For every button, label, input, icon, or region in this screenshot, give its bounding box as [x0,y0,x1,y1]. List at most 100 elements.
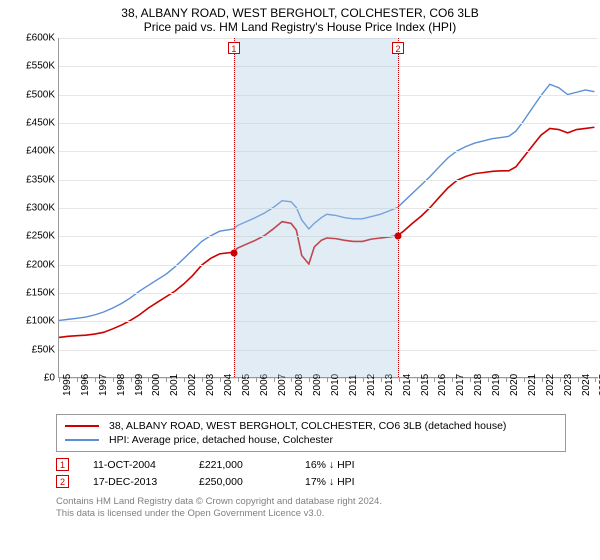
x-tick [417,377,418,382]
legend-swatch [65,439,99,441]
x-tick [95,377,96,382]
legend-swatch [65,425,99,427]
x-tick [148,377,149,382]
x-tick [470,377,471,382]
sale-point [395,233,402,240]
sale-diff: 16% ↓ HPI [305,459,387,471]
sale-date: 17-DEC-2013 [93,476,175,488]
shaded-region [234,38,398,377]
x-tick [506,377,507,382]
chart-title-line1: 38, ALBANY ROAD, WEST BERGHOLT, COLCHEST… [0,0,600,20]
legend-label: HPI: Average price, detached house, Colc… [109,434,333,446]
x-axis-label: 2006 [259,374,270,396]
sale-marker-line [398,38,399,377]
y-axis-label: £100K [7,316,55,327]
x-axis-label: 2018 [473,374,484,396]
x-axis-label: 2001 [169,374,180,396]
x-axis-label: 2023 [563,374,574,396]
x-tick [345,377,346,382]
x-tick [113,377,114,382]
sale-price: £250,000 [199,476,281,488]
x-axis-label: 2005 [241,374,252,396]
plot-region: £0£50K£100K£150K£200K£250K£300K£350K£400… [58,38,598,378]
chart-container: 38, ALBANY ROAD, WEST BERGHOLT, COLCHEST… [0,0,600,560]
x-tick [59,377,60,382]
y-axis-label: £50K [7,344,55,355]
x-tick [542,377,543,382]
chart-area: £0£50K£100K£150K£200K£250K£300K£350K£400… [40,38,600,408]
x-tick [291,377,292,382]
table-row: 1 11-OCT-2004 £221,000 16% ↓ HPI [56,456,566,473]
chart-title-line2: Price paid vs. HM Land Registry's House … [0,20,600,38]
y-axis-label: £300K [7,203,55,214]
x-axis-label: 2003 [205,374,216,396]
x-tick [327,377,328,382]
x-axis-label: 2010 [330,374,341,396]
y-axis-label: £600K [7,33,55,44]
x-tick [202,377,203,382]
x-axis-label: 1995 [62,374,73,396]
x-axis-label: 2016 [437,374,448,396]
x-axis-label: 2008 [294,374,305,396]
legend: 38, ALBANY ROAD, WEST BERGHOLT, COLCHEST… [56,414,566,452]
x-axis-label: 2019 [491,374,502,396]
x-axis-label: 2011 [348,374,359,396]
y-axis-label: £0 [7,373,55,384]
sale-diff: 17% ↓ HPI [305,476,387,488]
y-axis-label: £500K [7,89,55,100]
x-axis-label: 2004 [223,374,234,396]
x-axis-label: 2024 [581,374,592,396]
x-tick [220,377,221,382]
y-axis-label: £200K [7,259,55,270]
x-tick [578,377,579,382]
footer-line: This data is licensed under the Open Gov… [56,508,566,520]
y-axis-label: £250K [7,231,55,242]
x-tick [184,377,185,382]
x-tick [488,377,489,382]
footer-attribution: Contains HM Land Registry data © Crown c… [56,496,566,520]
sale-marker-flag: 1 [228,42,240,54]
footer-line: Contains HM Land Registry data © Crown c… [56,496,566,508]
x-axis-label: 1998 [116,374,127,396]
x-tick [238,377,239,382]
x-axis-label: 1996 [80,374,91,396]
sale-price: £221,000 [199,459,281,471]
x-tick [274,377,275,382]
legend-item: 38, ALBANY ROAD, WEST BERGHOLT, COLCHEST… [65,419,557,433]
x-tick [309,377,310,382]
y-axis-label: £450K [7,118,55,129]
x-axis-label: 2022 [545,374,556,396]
x-axis-label: 1999 [134,374,145,396]
y-axis-label: £400K [7,146,55,157]
x-tick [363,377,364,382]
x-axis-label: 2014 [402,374,413,396]
sale-marker-box: 1 [56,458,69,471]
x-axis-label: 2013 [384,374,395,396]
x-tick [131,377,132,382]
sale-marker-line [234,38,235,377]
x-axis-label: 2021 [527,374,538,396]
x-tick [560,377,561,382]
x-axis-label: 1997 [98,374,109,396]
sale-marker-box: 2 [56,475,69,488]
x-tick [256,377,257,382]
y-axis-label: £350K [7,174,55,185]
table-row: 2 17-DEC-2013 £250,000 17% ↓ HPI [56,473,566,490]
legend-label: 38, ALBANY ROAD, WEST BERGHOLT, COLCHEST… [109,420,506,432]
x-tick [524,377,525,382]
x-tick [452,377,453,382]
x-axis-label: 2015 [420,374,431,396]
x-axis-label: 2009 [312,374,323,396]
x-tick [381,377,382,382]
x-axis-label: 2000 [151,374,162,396]
x-axis-label: 2020 [509,374,520,396]
y-axis-label: £550K [7,61,55,72]
x-axis-label: 2017 [455,374,466,396]
x-axis-label: 2012 [366,374,377,396]
x-axis-label: 2007 [277,374,288,396]
sale-date: 11-OCT-2004 [93,459,175,471]
x-tick [595,377,596,382]
x-tick [434,377,435,382]
x-axis-label: 2002 [187,374,198,396]
y-axis-label: £150K [7,288,55,299]
